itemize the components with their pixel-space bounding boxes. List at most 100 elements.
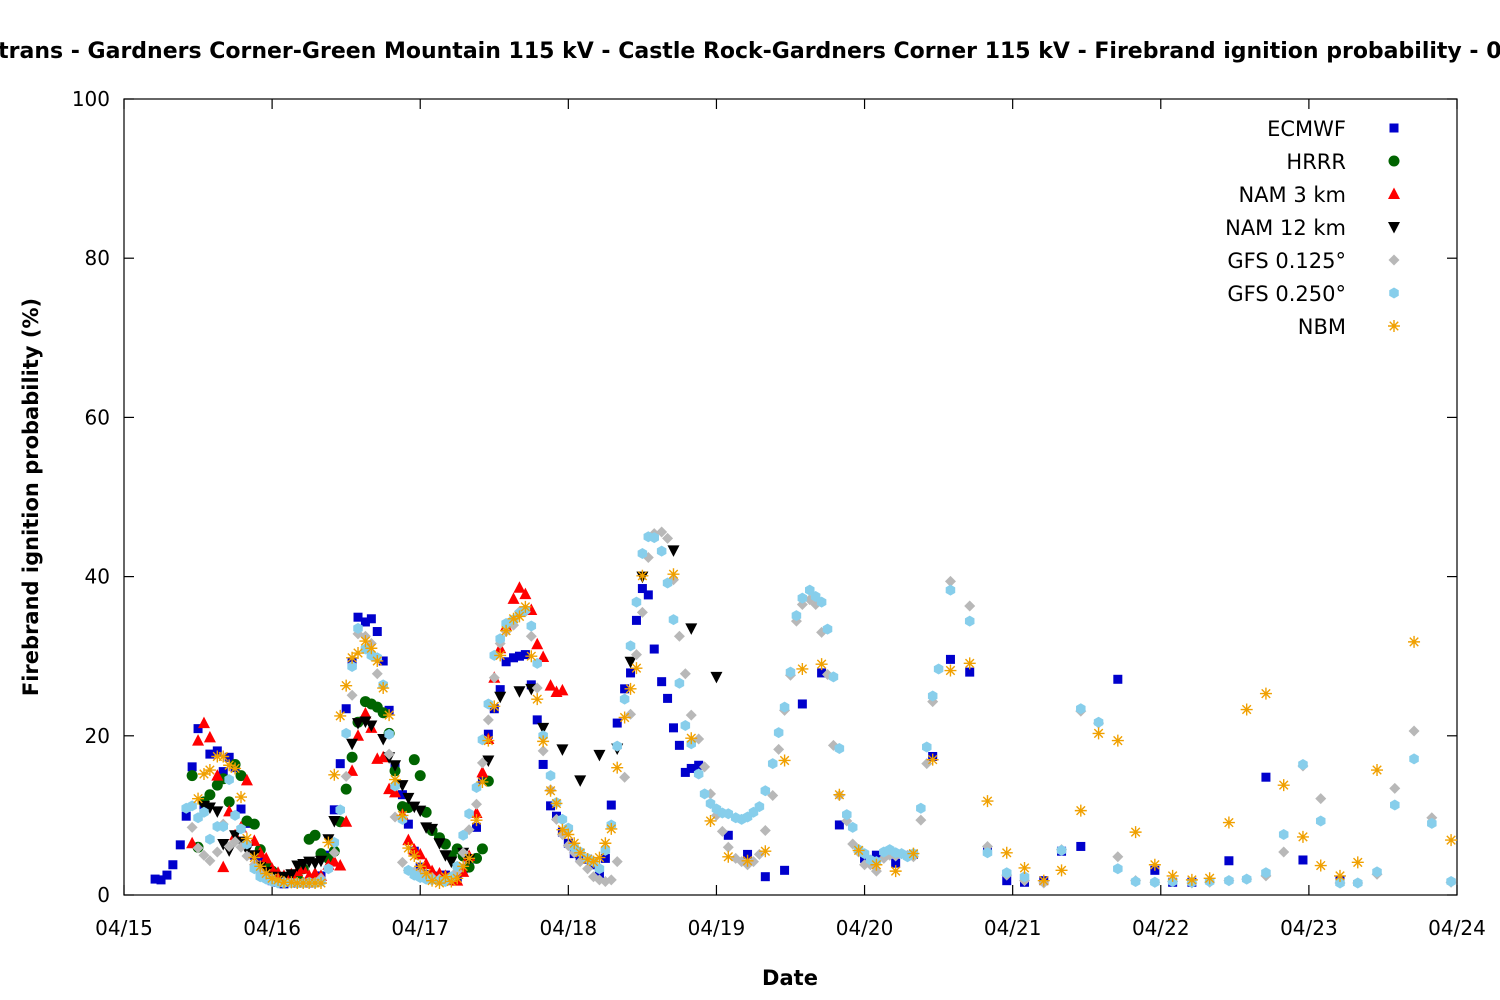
data-point — [773, 727, 784, 739]
data-point — [574, 846, 587, 859]
data-point — [557, 813, 568, 825]
data-point — [643, 590, 653, 600]
data-point — [673, 630, 685, 642]
data-point — [915, 814, 927, 826]
data-point — [285, 876, 298, 889]
data-point — [723, 808, 734, 820]
data-point — [656, 545, 667, 557]
plot-frame — [123, 98, 1458, 896]
data-point — [668, 614, 679, 626]
data-point — [674, 740, 684, 750]
data-point — [982, 847, 993, 859]
data-point — [439, 850, 452, 862]
data-point — [680, 719, 691, 731]
data-point — [587, 855, 600, 868]
x-tick-label: 04/21 — [984, 916, 1042, 940]
data-point — [402, 842, 415, 855]
data-point — [619, 693, 630, 705]
x-tick-label: 04/17 — [391, 916, 449, 940]
data-point — [217, 860, 230, 873]
data-point — [476, 765, 489, 778]
data-point — [1150, 876, 1160, 888]
data-point — [500, 624, 513, 637]
data-point — [778, 754, 791, 767]
data-point — [626, 668, 636, 678]
legend-label: ECMWF — [1267, 117, 1346, 141]
data-point — [197, 716, 210, 729]
data-point — [1298, 855, 1308, 865]
x-tick-label: 04/22 — [1132, 916, 1190, 940]
data-point — [314, 855, 327, 868]
data-point — [335, 804, 346, 816]
x-tick-label: 04/23 — [1280, 916, 1338, 940]
data-point — [759, 825, 771, 837]
data-point — [760, 872, 770, 882]
data-point — [933, 663, 944, 675]
data-point — [944, 664, 957, 677]
data-point — [619, 771, 631, 783]
legend-marker — [1388, 222, 1400, 234]
data-point — [870, 858, 883, 871]
data-point — [668, 723, 678, 733]
data-point — [420, 867, 433, 880]
data-point — [1113, 863, 1123, 875]
data-point — [340, 783, 352, 795]
data-point — [204, 855, 216, 867]
data-point — [353, 622, 363, 634]
data-point — [371, 668, 383, 680]
data-point — [187, 762, 197, 772]
x-axis: 04/15 04/16 04/17 04/18 04/19 04/20 04/21 04/22… — [95, 99, 1486, 940]
legend-label: NAM 3 km — [1238, 183, 1346, 207]
data-point — [218, 767, 228, 777]
data-point — [889, 865, 902, 878]
data-point — [199, 806, 209, 818]
data-point — [340, 815, 353, 827]
data-point — [396, 809, 409, 822]
data-point — [162, 870, 172, 880]
data-point — [1353, 877, 1363, 889]
data-point — [1314, 859, 1327, 872]
data-point — [1056, 844, 1067, 856]
data-point — [624, 656, 637, 669]
data-point — [203, 764, 216, 777]
data-point — [636, 606, 648, 618]
data-point — [383, 782, 396, 795]
data-point — [964, 600, 976, 612]
data-point — [403, 819, 413, 829]
data-point — [285, 869, 298, 881]
data-point — [218, 821, 228, 833]
data-point — [656, 526, 668, 538]
data-point — [1148, 858, 1161, 871]
data-point — [229, 830, 242, 842]
data-point — [328, 815, 341, 828]
data-point — [346, 689, 358, 701]
data-point — [556, 683, 569, 696]
data-point — [945, 654, 955, 664]
data-point — [797, 592, 808, 604]
legend-marker — [1389, 287, 1399, 299]
y-tick-label: 80 — [85, 246, 110, 270]
data-point — [254, 860, 267, 873]
data-point — [335, 759, 345, 769]
data-point — [192, 792, 205, 805]
data-point — [963, 657, 976, 670]
data-point — [383, 748, 395, 760]
data-point — [476, 775, 489, 788]
data-point — [472, 822, 482, 832]
data-point — [704, 814, 717, 827]
data-point — [1000, 846, 1013, 859]
data-point — [377, 682, 390, 695]
data-point — [605, 874, 617, 886]
y-tick-label: 40 — [85, 565, 110, 589]
legend-label: GFS 0.125° — [1227, 249, 1346, 273]
data-point — [606, 800, 616, 810]
data-point — [922, 741, 932, 753]
data-point — [780, 865, 790, 875]
data-point — [779, 701, 790, 713]
data-point — [359, 707, 372, 719]
data-point — [662, 532, 674, 544]
data-point — [507, 592, 520, 604]
data-point — [1445, 834, 1458, 847]
data-point — [1113, 674, 1123, 684]
data-point — [389, 760, 402, 772]
